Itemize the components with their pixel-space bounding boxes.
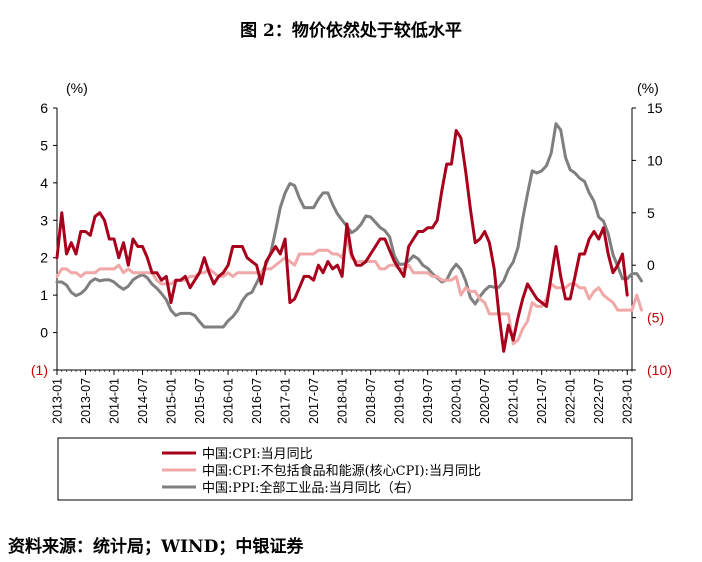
plot-frame xyxy=(56,108,633,371)
series-line-ppi xyxy=(55,122,643,329)
right-tick-label: 10 xyxy=(647,152,663,168)
source-note: 资料来源：统计局；WIND；中银证券 xyxy=(8,536,304,557)
x-tick-label: 2018-07 xyxy=(364,378,378,424)
x-tick-label: 2021-07 xyxy=(535,378,549,424)
series-lines xyxy=(55,122,643,353)
x-tick-label: 2017-07 xyxy=(307,378,321,424)
x-tick-label: 2016-01 xyxy=(222,378,236,424)
x-tick-label: 2019-01 xyxy=(393,378,407,424)
legend: 中国:CPI:当月同比 中国:CPI:不包括食品和能源(核心CPI):当月同比 … xyxy=(57,437,633,501)
x-axis: 2013-01 2013-07 2014-01 2014-07 2015-01 2015-… xyxy=(51,370,635,424)
legend-label-cpi: 中国:CPI:当月同比 xyxy=(202,447,313,462)
x-tick-label: 2014-01 xyxy=(108,378,122,424)
x-tick-label: 2016-07 xyxy=(250,378,264,424)
x-tick-label: 2015-01 xyxy=(165,378,179,424)
left-tick-label: 4 xyxy=(40,175,48,191)
right-axis-unit-label: (%) xyxy=(637,80,659,96)
chart-title: 图 2：物价依然处于较低水平 xyxy=(240,20,462,41)
left-tick-label: (1) xyxy=(31,362,48,378)
right-axis: 15 10 5 0 (5) (10) xyxy=(632,100,672,378)
x-tick-label: 2013-07 xyxy=(79,378,93,424)
right-tick-label: (10) xyxy=(647,362,672,378)
legend-label-core-cpi: 中国:CPI:不包括食品和能源(核心CPI):当月同比 xyxy=(202,463,481,479)
x-tick-label: 2014-07 xyxy=(136,378,150,424)
x-tick-label: 2022-01 xyxy=(564,378,578,424)
x-tick-label: 2021-01 xyxy=(507,378,521,424)
left-tick-label: 3 xyxy=(40,212,48,228)
x-tick-label: 2023-01 xyxy=(621,378,635,424)
x-tick-label: 2022-07 xyxy=(592,378,606,424)
series-line-cpi xyxy=(55,129,629,353)
x-tick-label: 2020-07 xyxy=(478,378,492,424)
x-tick-label: 2018-01 xyxy=(336,378,350,424)
x-tick-label: 2013-01 xyxy=(51,378,65,424)
left-tick-label: 1 xyxy=(40,287,48,303)
left-tick-label: 5 xyxy=(40,137,48,153)
left-tick-label: 2 xyxy=(40,250,48,266)
x-tick-label: 2019-07 xyxy=(421,378,435,424)
right-tick-label: 15 xyxy=(647,100,663,116)
x-tick-label: 2020-01 xyxy=(450,378,464,424)
legend-label-ppi: 中国:PPI:全部工业品:当月同比（右） xyxy=(202,480,420,496)
right-tick-label: 5 xyxy=(647,205,655,221)
left-tick-label: 0 xyxy=(40,325,48,341)
x-tick-label: 2017-01 xyxy=(279,378,293,424)
left-tick-label: 6 xyxy=(40,100,48,116)
left-axis-unit-label: (%) xyxy=(66,80,88,96)
right-tick-label: 0 xyxy=(647,257,655,273)
left-axis: 6 5 4 3 2 1 0 (1) xyxy=(31,100,57,378)
legend-box xyxy=(57,437,633,501)
x-tick-label: 2015-07 xyxy=(193,378,207,424)
right-tick-label: (5) xyxy=(647,310,664,326)
